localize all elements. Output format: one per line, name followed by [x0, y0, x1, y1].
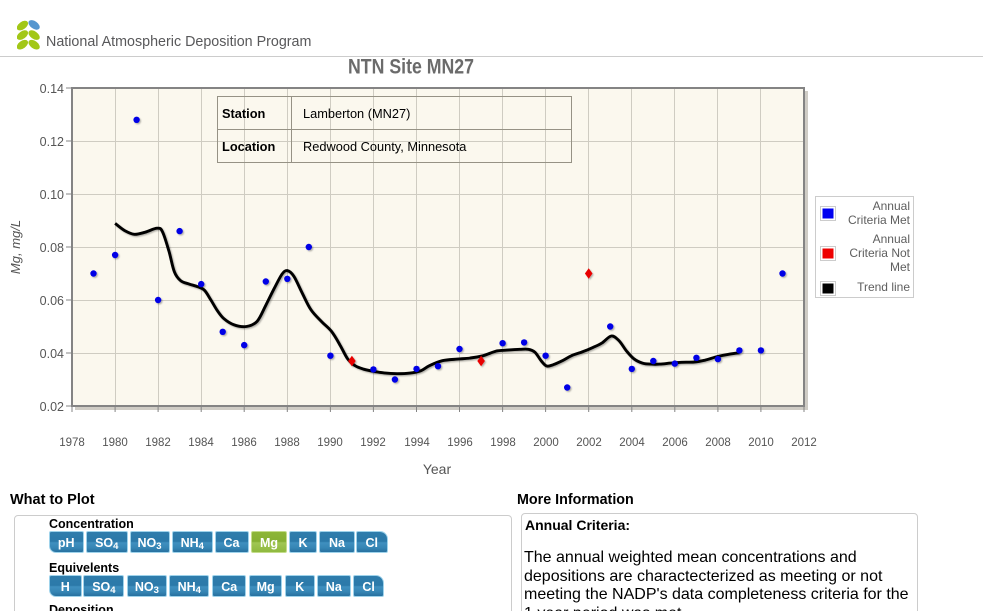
svg-text:1998: 1998 [490, 437, 516, 449]
svg-text:0.12: 0.12 [40, 135, 64, 149]
svg-text:1990: 1990 [317, 437, 343, 449]
svg-text:Annual: Annual [873, 199, 910, 213]
svg-text:2010: 2010 [748, 437, 774, 449]
svg-text:0.04: 0.04 [40, 347, 64, 361]
svg-text:Met: Met [890, 260, 911, 274]
svg-text:1994: 1994 [404, 437, 430, 449]
svg-text:Year: Year [423, 461, 452, 477]
svg-text:2006: 2006 [662, 437, 688, 449]
svg-text:0.02: 0.02 [40, 400, 64, 414]
svg-text:1992: 1992 [360, 437, 386, 449]
svg-text:1982: 1982 [145, 437, 171, 449]
svg-text:2002: 2002 [576, 437, 602, 449]
svg-text:2012: 2012 [791, 437, 817, 449]
svg-text:Mg, mg/L: Mg, mg/L [8, 220, 23, 274]
svg-text:0.10: 0.10 [40, 188, 64, 202]
svg-text:1984: 1984 [188, 437, 214, 449]
svg-text:1996: 1996 [447, 437, 473, 449]
svg-text:NTN Site MN27: NTN Site MN27 [348, 56, 474, 79]
svg-text:1986: 1986 [231, 437, 257, 449]
svg-text:1988: 1988 [274, 437, 300, 449]
svg-text:Redwood County, Minnesota: Redwood County, Minnesota [303, 139, 467, 154]
svg-text:Station: Station [222, 106, 266, 121]
svg-text:2008: 2008 [705, 437, 731, 449]
svg-text:Lamberton (MN27): Lamberton (MN27) [303, 106, 410, 121]
svg-text:Location: Location [222, 139, 276, 154]
svg-text:Criteria Met: Criteria Met [848, 213, 911, 227]
svg-text:1980: 1980 [102, 437, 128, 449]
svg-text:2004: 2004 [619, 437, 645, 449]
svg-text:0.06: 0.06 [40, 294, 64, 308]
svg-text:1978: 1978 [59, 437, 85, 449]
svg-text:Trend line: Trend line [857, 280, 910, 294]
svg-text:0.08: 0.08 [40, 241, 64, 255]
svg-text:0.14: 0.14 [40, 82, 64, 96]
svg-text:Criteria Not: Criteria Not [849, 246, 910, 260]
svg-text:Annual: Annual [873, 232, 910, 246]
svg-text:2000: 2000 [533, 437, 559, 449]
